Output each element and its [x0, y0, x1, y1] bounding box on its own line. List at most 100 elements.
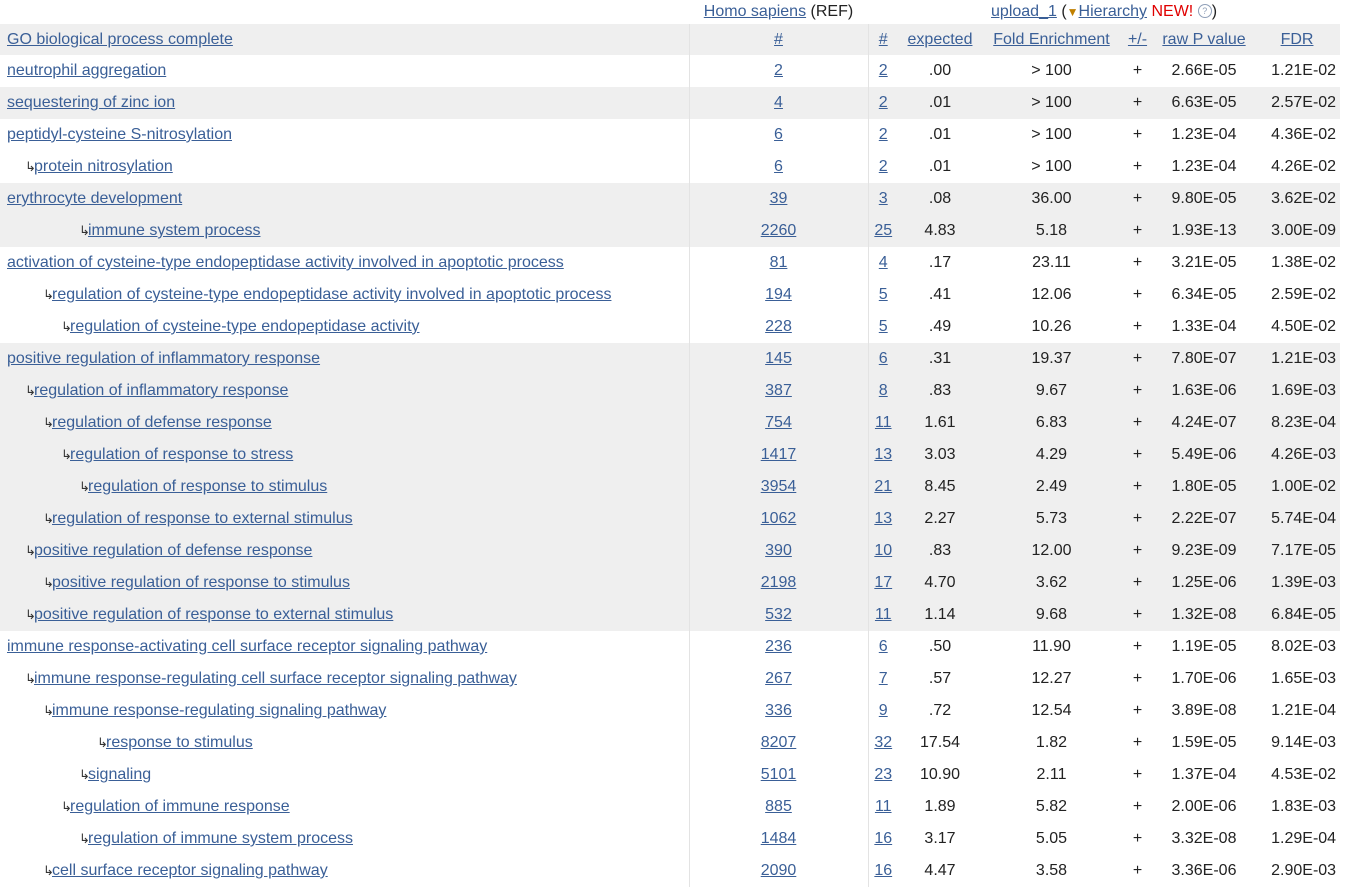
- go-term-link[interactable]: immune system process: [88, 222, 261, 239]
- fold-enrichment-cell: 12.27: [982, 663, 1121, 695]
- count-link[interactable]: 32: [874, 734, 893, 751]
- triangle-down-icon[interactable]: ▼: [1066, 5, 1079, 19]
- sort-ref-count-link[interactable]: #: [774, 30, 783, 48]
- go-term-link[interactable]: regulation of response to external stimu…: [52, 510, 353, 527]
- ref-count-link[interactable]: 236: [765, 638, 792, 655]
- go-term-link[interactable]: positive regulation of inflammatory resp…: [7, 350, 321, 367]
- ref-count-link[interactable]: 1484: [760, 830, 797, 847]
- count-link[interactable]: 9: [878, 702, 888, 719]
- go-term-link[interactable]: erythrocyte development: [7, 190, 183, 207]
- count-link[interactable]: 17: [874, 574, 893, 591]
- count-link[interactable]: 8: [878, 382, 888, 399]
- go-term-link[interactable]: activation of cysteine-type endopeptidas…: [7, 254, 564, 271]
- go-term-link[interactable]: regulation of immune response: [70, 798, 290, 815]
- go-term-link[interactable]: peptidyl-cysteine S-nitrosylation: [7, 126, 232, 143]
- upload-link[interactable]: upload_1: [991, 3, 1057, 20]
- hierarchy-link[interactable]: Hierarchy: [1078, 3, 1148, 20]
- go-term-link[interactable]: neutrophil aggregation: [7, 62, 167, 79]
- ref-count-link[interactable]: 8207: [760, 734, 797, 751]
- sort-raw-p-link[interactable]: raw P value: [1162, 30, 1246, 48]
- count-link[interactable]: 2: [878, 126, 888, 143]
- count-link[interactable]: 2: [878, 94, 888, 111]
- help-icon[interactable]: ?: [1197, 4, 1212, 18]
- expected-cell: .17: [898, 247, 982, 279]
- go-term-link[interactable]: immune response-regulating signaling pat…: [52, 702, 387, 719]
- ref-count-link[interactable]: 228: [765, 318, 792, 335]
- ref-species-link[interactable]: Homo sapiens: [703, 3, 807, 20]
- count-link[interactable]: 13: [874, 446, 893, 463]
- ref-count-link[interactable]: 387: [765, 382, 792, 399]
- count-link[interactable]: 21: [874, 478, 893, 495]
- count-link[interactable]: 11: [874, 606, 892, 623]
- sort-expected-link[interactable]: expected: [907, 30, 973, 48]
- count-link[interactable]: 5: [878, 286, 888, 303]
- count-link[interactable]: 25: [874, 222, 893, 239]
- go-term-link[interactable]: regulation of inflammatory response: [34, 382, 289, 399]
- count-link[interactable]: 11: [874, 414, 892, 431]
- table-row: ↳positive regulation of response to exte…: [0, 599, 1341, 631]
- go-term-link[interactable]: regulation of defense response: [52, 414, 272, 431]
- count-cell: 13: [867, 503, 898, 535]
- sort-count-link[interactable]: #: [878, 30, 888, 48]
- count-link[interactable]: 2: [878, 62, 888, 79]
- sort-fdr-link[interactable]: FDR: [1280, 30, 1314, 48]
- ref-count-link[interactable]: 5101: [760, 766, 797, 783]
- go-term-link[interactable]: regulation of cysteine-type endopeptidas…: [70, 318, 420, 335]
- sort-fold-link[interactable]: Fold Enrichment: [993, 30, 1110, 48]
- ref-count-link[interactable]: 885: [765, 798, 792, 815]
- expected-cell: .41: [898, 279, 982, 311]
- count-link[interactable]: 6: [878, 350, 888, 367]
- raw-p-cell: 1.23E-04: [1154, 151, 1254, 183]
- ref-count-link[interactable]: 3954: [760, 478, 797, 495]
- ref-count-link[interactable]: 81: [769, 254, 788, 271]
- go-term-link[interactable]: positive regulation of response to exter…: [34, 606, 394, 623]
- count-link[interactable]: 10: [874, 542, 893, 559]
- go-term-link[interactable]: protein nitrosylation: [34, 158, 173, 175]
- ref-count-link[interactable]: 6: [774, 126, 783, 143]
- ref-count-link[interactable]: 194: [765, 286, 792, 303]
- count-link[interactable]: 6: [878, 638, 888, 655]
- go-term-link[interactable]: signaling: [88, 766, 152, 783]
- count-link[interactable]: 5: [878, 318, 888, 335]
- count-link[interactable]: 4: [878, 254, 888, 271]
- count-link[interactable]: 23: [874, 766, 893, 783]
- ref-count-link[interactable]: 39: [769, 190, 788, 207]
- go-term-link[interactable]: regulation of immune system process: [88, 830, 353, 847]
- ref-count-link[interactable]: 4: [774, 94, 783, 111]
- ref-count-link[interactable]: 2090: [760, 862, 797, 879]
- go-term-link[interactable]: regulation of response to stimulus: [88, 478, 328, 495]
- ref-count-link[interactable]: 336: [765, 702, 792, 719]
- go-term-link[interactable]: positive regulation of response to stimu…: [52, 574, 350, 591]
- ref-count-link[interactable]: 1417: [760, 446, 797, 463]
- count-link[interactable]: 16: [874, 862, 893, 879]
- go-term-link[interactable]: regulation of response to stress: [70, 446, 294, 463]
- ref-count-link[interactable]: 6: [774, 158, 783, 175]
- go-term-link[interactable]: immune response-activating cell surface …: [7, 638, 488, 655]
- ref-count-link[interactable]: 145: [765, 350, 792, 367]
- ref-count-link[interactable]: 532: [765, 606, 792, 623]
- go-term-link[interactable]: regulation of cysteine-type endopeptidas…: [52, 286, 612, 303]
- ref-count-link[interactable]: 2198: [760, 574, 797, 591]
- sort-direction-link[interactable]: +/-: [1127, 30, 1148, 48]
- ref-count-cell: 4: [689, 87, 868, 119]
- ref-count-link[interactable]: 754: [765, 414, 792, 431]
- fold-enrichment-cell: 12.06: [982, 279, 1121, 311]
- go-term-link[interactable]: sequestering of zinc ion: [7, 94, 176, 111]
- ref-count-link[interactable]: 390: [765, 542, 792, 559]
- go-term-link[interactable]: positive regulation of defense response: [34, 542, 313, 559]
- count-link[interactable]: 13: [874, 510, 893, 527]
- term-cell: ↳regulation of immune response: [0, 791, 690, 823]
- count-link[interactable]: 16: [874, 830, 893, 847]
- count-link[interactable]: 3: [878, 190, 888, 207]
- go-term-link[interactable]: immune response-regulating cell surface …: [34, 670, 517, 687]
- count-link[interactable]: 7: [878, 670, 888, 687]
- ref-count-link[interactable]: 2: [774, 62, 783, 79]
- ref-count-link[interactable]: 267: [765, 670, 792, 687]
- ref-count-link[interactable]: 1062: [760, 510, 797, 527]
- ref-count-link[interactable]: 2260: [760, 222, 797, 239]
- count-link[interactable]: 11: [874, 798, 892, 815]
- go-term-link[interactable]: response to stimulus: [106, 734, 253, 751]
- count-link[interactable]: 2: [878, 158, 888, 175]
- sort-term-link[interactable]: GO biological process complete: [7, 30, 233, 48]
- go-term-link[interactable]: cell surface receptor signaling pathway: [52, 862, 328, 879]
